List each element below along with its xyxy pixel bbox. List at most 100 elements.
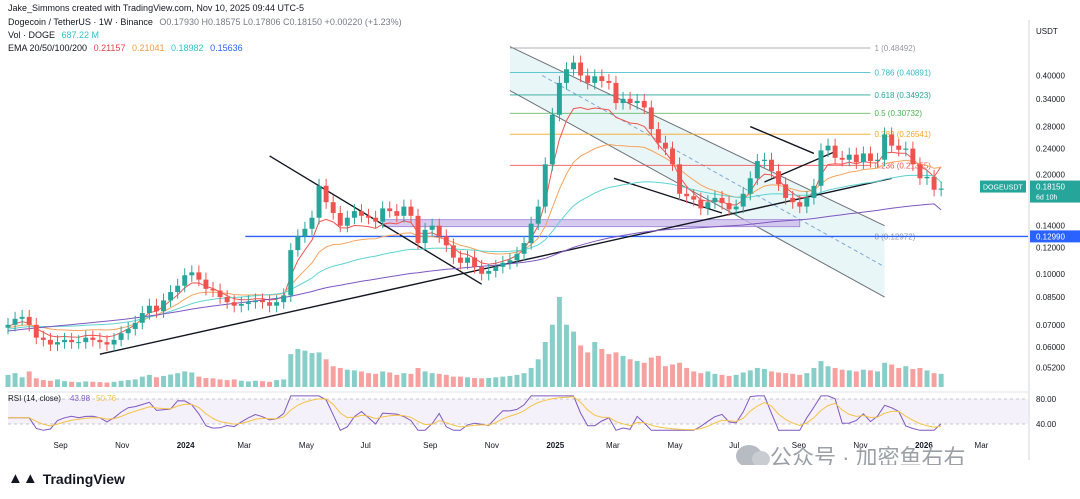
- candle-body[interactable]: [217, 290, 223, 298]
- candle-body[interactable]: [252, 300, 258, 303]
- candle-body[interactable]: [422, 229, 428, 244]
- candle-body[interactable]: [747, 178, 753, 194]
- candle-body[interactable]: [733, 206, 739, 210]
- tradingview-logo[interactable]: ▲▲ TradingView: [8, 470, 125, 487]
- candle-body[interactable]: [245, 302, 251, 304]
- candle-body[interactable]: [260, 300, 265, 303]
- candle-body[interactable]: [691, 196, 697, 200]
- candle-body[interactable]: [620, 98, 626, 104]
- candle-body[interactable]: [26, 316, 32, 325]
- candle-body[interactable]: [125, 328, 131, 334]
- candle-body[interactable]: [380, 208, 386, 222]
- candle-body[interactable]: [366, 215, 372, 218]
- candle-body[interactable]: [401, 206, 407, 216]
- ema-legend[interactable]: EMA 20/50/100/200 0.21157 0.21041 0.1898…: [8, 43, 247, 53]
- candle-body[interactable]: [839, 157, 845, 160]
- candle-body[interactable]: [825, 145, 831, 151]
- candle-body[interactable]: [684, 193, 690, 197]
- candle-body[interactable]: [55, 342, 60, 345]
- candle-body[interactable]: [168, 292, 174, 301]
- candle-body[interactable]: [12, 318, 18, 325]
- candle-body[interactable]: [641, 100, 647, 108]
- candle-body[interactable]: [316, 185, 322, 218]
- candle-body[interactable]: [804, 197, 810, 207]
- candle-body[interactable]: [599, 76, 605, 82]
- candle-body[interactable]: [627, 98, 633, 104]
- candle-body[interactable]: [97, 339, 103, 343]
- candle-body[interactable]: [882, 134, 888, 160]
- channel-upper-line[interactable]: [509, 46, 885, 227]
- candle-body[interactable]: [337, 212, 343, 226]
- candle-body[interactable]: [295, 236, 301, 251]
- candle-body[interactable]: [592, 76, 598, 83]
- candle-body[interactable]: [274, 302, 280, 306]
- candle-body[interactable]: [896, 145, 902, 150]
- candle-body[interactable]: [472, 257, 478, 267]
- candle-body[interactable]: [790, 197, 796, 203]
- candle-body[interactable]: [613, 82, 619, 104]
- candle-body[interactable]: [486, 270, 492, 274]
- candle-body[interactable]: [429, 225, 435, 230]
- candle-body[interactable]: [394, 211, 400, 216]
- candle-body[interactable]: [182, 275, 188, 286]
- candle-body[interactable]: [556, 82, 562, 115]
- candle-body[interactable]: [606, 81, 612, 83]
- candle-body[interactable]: [62, 339, 68, 343]
- candle-body[interactable]: [521, 243, 527, 254]
- volume-legend[interactable]: Vol · DOGE 687.22 M: [8, 30, 103, 40]
- candle-body[interactable]: [507, 260, 513, 263]
- candle-body[interactable]: [83, 337, 89, 343]
- candle-body[interactable]: [549, 114, 555, 165]
- candle-body[interactable]: [344, 217, 350, 226]
- candle-body[interactable]: [387, 208, 393, 212]
- candle-body[interactable]: [776, 171, 782, 185]
- candle-body[interactable]: [818, 150, 824, 186]
- candle-body[interactable]: [719, 197, 725, 204]
- candle-body[interactable]: [302, 228, 308, 237]
- candle-body[interactable]: [281, 295, 287, 303]
- candle-body[interactable]: [578, 62, 584, 76]
- candle-body[interactable]: [860, 153, 866, 163]
- candle-body[interactable]: [875, 159, 880, 162]
- candle-body[interactable]: [670, 148, 675, 165]
- candle-body[interactable]: [903, 148, 909, 150]
- candle-body[interactable]: [938, 188, 944, 190]
- candle-body[interactable]: [811, 185, 817, 198]
- channel-lower-line[interactable]: [509, 90, 885, 298]
- candle-body[interactable]: [726, 203, 732, 210]
- candle-body[interactable]: [161, 300, 166, 312]
- candle-body[interactable]: [323, 185, 329, 203]
- candle-body[interactable]: [132, 322, 138, 329]
- candle-body[interactable]: [443, 236, 449, 246]
- candle-body[interactable]: [585, 75, 591, 83]
- rsi-legend-label[interactable]: RSI (14, close): [8, 394, 61, 403]
- candle-body[interactable]: [698, 199, 704, 209]
- candle-body[interactable]: [783, 184, 789, 198]
- candle-body[interactable]: [210, 288, 216, 291]
- candle-body[interactable]: [189, 272, 195, 276]
- candle-body[interactable]: [40, 337, 46, 340]
- candle-body[interactable]: [761, 159, 767, 162]
- candle-body[interactable]: [931, 176, 937, 190]
- rsi-ma-line[interactable]: [8, 396, 942, 431]
- candle-body[interactable]: [196, 272, 202, 280]
- candle-body[interactable]: [351, 211, 357, 218]
- candle-body[interactable]: [415, 215, 421, 244]
- candle-body[interactable]: [500, 262, 506, 267]
- candle-body[interactable]: [47, 339, 53, 345]
- candle-body[interactable]: [542, 164, 548, 207]
- candle-body[interactable]: [662, 142, 668, 149]
- wedge-upper-line[interactable]: [750, 125, 815, 155]
- candle-body[interactable]: [76, 342, 82, 344]
- candle-body[interactable]: [118, 333, 124, 340]
- candle-body[interactable]: [889, 134, 895, 146]
- candle-body[interactable]: [655, 129, 661, 143]
- candle-body[interactable]: [712, 197, 718, 203]
- candle-body[interactable]: [457, 257, 463, 263]
- candle-body[interactable]: [797, 202, 803, 207]
- candle-body[interactable]: [853, 154, 859, 163]
- candle-body[interactable]: [408, 206, 414, 216]
- candle-body[interactable]: [832, 145, 838, 158]
- candle-body[interactable]: [33, 324, 39, 338]
